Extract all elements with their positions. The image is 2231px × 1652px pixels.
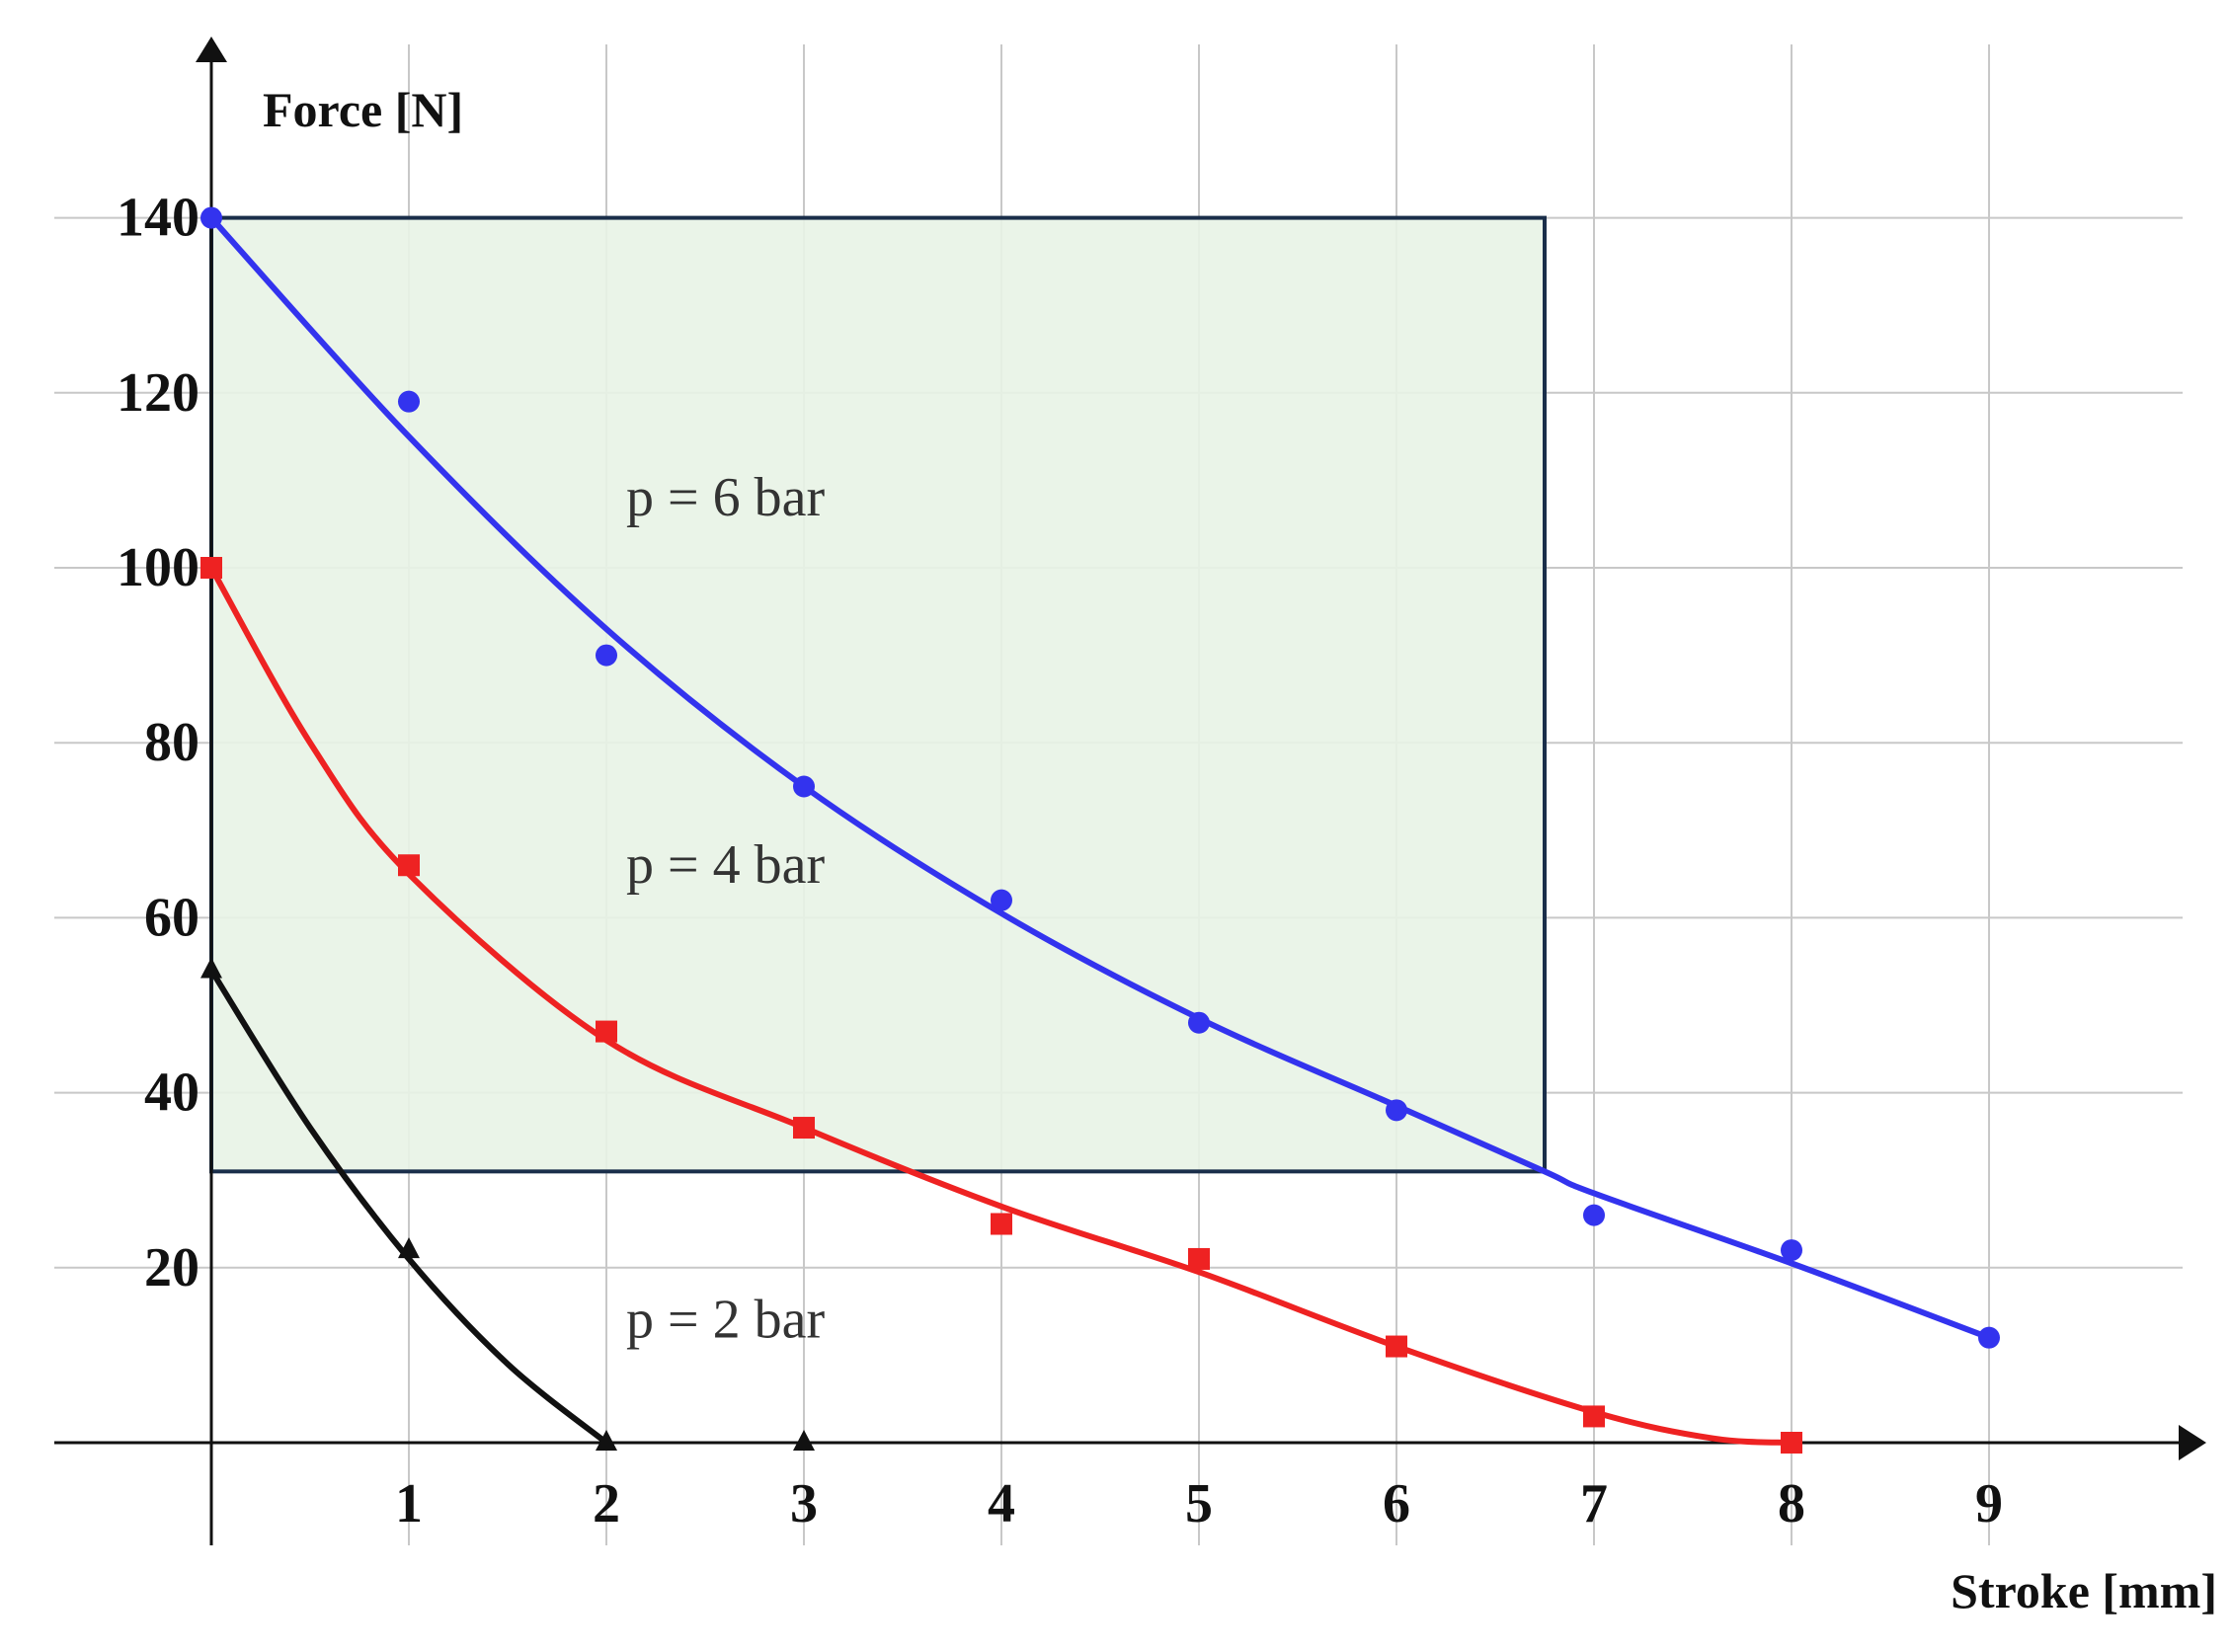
- series-2-point-6: [1188, 1247, 1210, 1270]
- series-2-point-7: [1386, 1335, 1407, 1358]
- x-tick-label-2: 2: [593, 1473, 620, 1534]
- series-label-1: p = 6 bar: [626, 467, 825, 528]
- y-axis-arrow: [196, 37, 227, 62]
- series-2-point-1: [200, 557, 222, 579]
- labels: p = 6 bar p = 4 bar p = 2 bar: [626, 467, 825, 1351]
- y-axis-title: Force [N]: [263, 82, 463, 137]
- y-tick-label-80: 80: [144, 712, 199, 773]
- series-1-point-9: [1781, 1239, 1802, 1262]
- x-axis-arrow: [2179, 1425, 2206, 1460]
- x-axis-title: Stroke [mm]: [1951, 1563, 2217, 1618]
- series-1-point-6: [1188, 1011, 1210, 1034]
- series-1-point-3: [596, 644, 617, 667]
- x-tick-label-8: 8: [1778, 1473, 1805, 1534]
- series-2-point-2: [398, 854, 420, 877]
- x-tick-label-4: 4: [988, 1473, 1015, 1534]
- x-tick-label-6: 6: [1383, 1473, 1410, 1534]
- series-2-point-9: [1781, 1432, 1802, 1454]
- x-tick-label-1: 1: [395, 1473, 423, 1534]
- series-3-point-1: [200, 957, 222, 979]
- series-1-fit-line: [208, 215, 1991, 1341]
- series-1-point-4: [793, 775, 815, 798]
- x-tick-label-5: 5: [1185, 1473, 1213, 1534]
- series-3: [200, 957, 815, 1451]
- series-1-point-8: [1583, 1204, 1605, 1226]
- y-tick-label-20: 20: [144, 1237, 199, 1298]
- series-1-point-2: [398, 390, 420, 413]
- operating-region: [209, 215, 1547, 1174]
- y-tick-label-100: 100: [117, 537, 199, 598]
- x-tick-label-7: 7: [1580, 1473, 1608, 1534]
- series-3-point-4: [793, 1430, 815, 1451]
- y-tick-label-140: 140: [117, 188, 199, 249]
- series-3-fit-line: [208, 968, 608, 1446]
- operating-region-rect: [209, 215, 1547, 1174]
- series-label-3: p = 2 bar: [626, 1290, 825, 1351]
- series: [200, 206, 2000, 1454]
- series-2-point-3: [596, 1020, 617, 1043]
- x-tick-label-9: 9: [1975, 1473, 2003, 1534]
- axes: 1 2 3 4 5 6 7 8 9 20 40 60 80 100 120 140 Force [N] Strok…: [54, 37, 2217, 1618]
- series-1-point-1: [200, 206, 222, 229]
- series-1-point-10: [1978, 1326, 2000, 1349]
- series-1: [200, 206, 2000, 1349]
- series-2-point-5: [991, 1213, 1012, 1235]
- series-2-point-8: [1583, 1405, 1605, 1428]
- series-3-point-2: [398, 1237, 420, 1259]
- series-2: [200, 557, 1802, 1454]
- y-tick-label-40: 40: [144, 1062, 199, 1124]
- y-tick-label-120: 120: [117, 362, 199, 424]
- x-tick-label-3: 3: [790, 1473, 818, 1534]
- series-2-point-4: [793, 1117, 815, 1140]
- series-label-2: p = 4 bar: [626, 834, 825, 896]
- series-1-point-5: [991, 889, 1012, 911]
- y-tick-label-60: 60: [144, 887, 199, 948]
- series-3-point-3: [596, 1430, 617, 1451]
- series-1-point-7: [1386, 1099, 1407, 1122]
